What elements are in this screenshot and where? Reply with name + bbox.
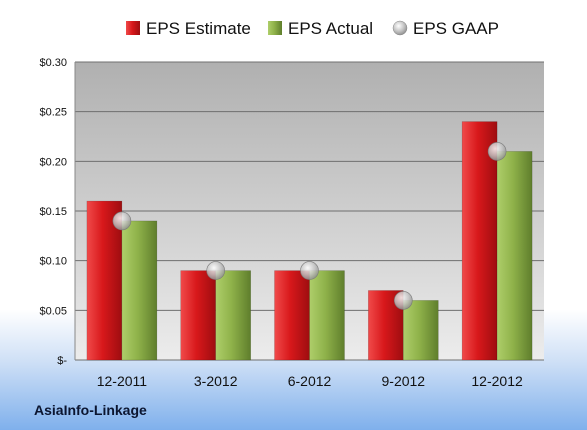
- bar-eps-actual: [121, 220, 158, 361]
- y-tick-labels: $- $0.05 $0.10 $0.15 $0.20 $0.25 $0.30: [39, 57, 67, 367]
- company-label: AsiaInfo-Linkage: [34, 402, 147, 418]
- legend-swatch: [392, 20, 408, 36]
- legend-swatch: [126, 21, 140, 35]
- marker-eps-gaap: [487, 142, 507, 161]
- legend-label: EPS GAAP: [413, 19, 499, 38]
- legend: EPS Estimate EPS Actual EPS GAAP: [126, 19, 499, 38]
- bar-eps-estimate: [180, 270, 216, 361]
- marker-eps-gaap: [300, 261, 319, 280]
- y-tick-label: $0.15: [39, 206, 67, 218]
- marker-eps-gaap: [206, 261, 225, 280]
- legend-swatch: [268, 21, 282, 35]
- x-tick-label: 12-2011: [97, 373, 148, 389]
- y-tick-label: $0.30: [39, 57, 67, 69]
- bar-eps-estimate: [461, 121, 498, 361]
- marker-eps-gaap: [112, 211, 132, 231]
- legend-label: EPS Actual: [288, 19, 373, 38]
- marker-eps-gaap: [393, 291, 413, 310]
- x-tick-labels: 12-2011 3-2012 6-2012 9-2012 12-2012: [97, 373, 523, 389]
- y-tick-label: $0.10: [39, 256, 67, 268]
- x-tick-label: 6-2012: [288, 373, 332, 389]
- bar-eps-estimate: [274, 270, 310, 361]
- x-tick-label: 9-2012: [382, 373, 426, 389]
- y-tick-label: $0.20: [39, 156, 67, 168]
- bar-eps-actual: [309, 270, 345, 361]
- bar-eps-actual: [403, 300, 439, 361]
- bars: [86, 121, 533, 361]
- legend-label: EPS Estimate: [146, 19, 251, 38]
- x-tick-label: 12-2012: [471, 373, 523, 389]
- bar-eps-actual: [215, 270, 251, 361]
- gaap-markers: [112, 142, 507, 310]
- y-tick-label: $0.05: [39, 305, 67, 317]
- y-tick-label: $0.25: [39, 107, 67, 119]
- y-tick-label: $-: [57, 355, 67, 367]
- x-tick-label: 3-2012: [194, 373, 238, 389]
- bar-eps-actual: [496, 151, 533, 361]
